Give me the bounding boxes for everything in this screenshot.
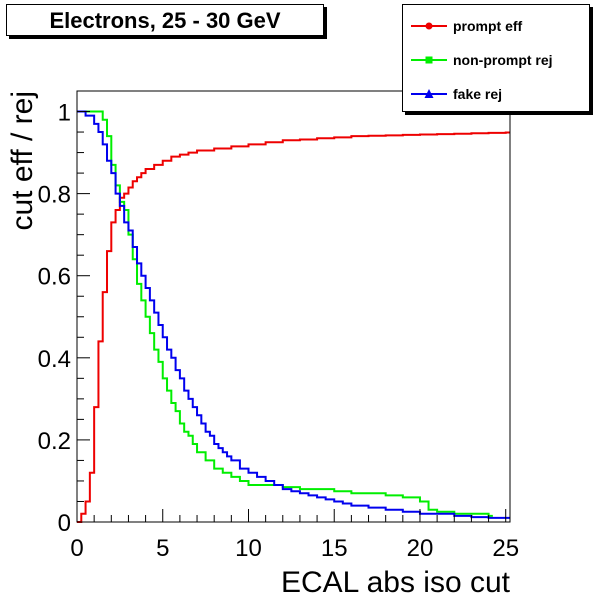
x-axis-title: ECAL abs iso cut bbox=[281, 566, 511, 599]
y-axis-title: cut eff / rej bbox=[6, 91, 39, 231]
legend-marker-circle-icon bbox=[411, 22, 447, 30]
legend-entry-fake-rej: fake rej bbox=[403, 79, 589, 109]
x-tick-label: 20 bbox=[407, 535, 434, 562]
axis-layer: 0 5 10 15 20 25 0 0.2 0.4 0.6 0.8 1 bbox=[38, 90, 519, 562]
x-tick-label: 0 bbox=[70, 535, 83, 562]
series-line-non-prompt-rej bbox=[77, 110, 493, 517]
x-tick-label: 5 bbox=[156, 535, 169, 562]
series-line-prompt-eff bbox=[77, 131, 510, 523]
y-tick-label: 0.8 bbox=[38, 182, 71, 209]
x-tick-label: 25 bbox=[492, 535, 519, 562]
legend-marker-triangle-icon bbox=[411, 89, 447, 98]
legend-entry-non-prompt-rej: non-prompt rej bbox=[403, 45, 589, 75]
legend-entry-prompt-eff: prompt eff bbox=[403, 11, 589, 41]
y-tick-label: 0.6 bbox=[38, 264, 71, 291]
series-line-fake-rej bbox=[77, 110, 510, 519]
legend-label-non-prompt-rej: non-prompt rej bbox=[453, 52, 553, 68]
legend-label-prompt-eff: prompt eff bbox=[453, 18, 523, 34]
y-tick-label: 0.4 bbox=[38, 346, 71, 373]
x-tick-label: 10 bbox=[235, 535, 262, 562]
y-tick-label: 0 bbox=[58, 510, 71, 537]
y-tick-label: 0.2 bbox=[38, 428, 71, 455]
legend-marker-square-icon bbox=[411, 56, 447, 64]
chart-title: Electrons, 25 - 30 GeV bbox=[49, 8, 281, 33]
plot-frame bbox=[76, 90, 511, 523]
series-layer bbox=[77, 110, 510, 523]
y-tick-label: 1 bbox=[58, 100, 71, 127]
legend-label-fake-rej: fake rej bbox=[453, 86, 503, 102]
title-box: Electrons, 25 - 30 GeV bbox=[6, 4, 324, 36]
legend: prompt eff non-prompt rej fake rej bbox=[402, 4, 590, 112]
x-tick-label: 15 bbox=[321, 535, 348, 562]
